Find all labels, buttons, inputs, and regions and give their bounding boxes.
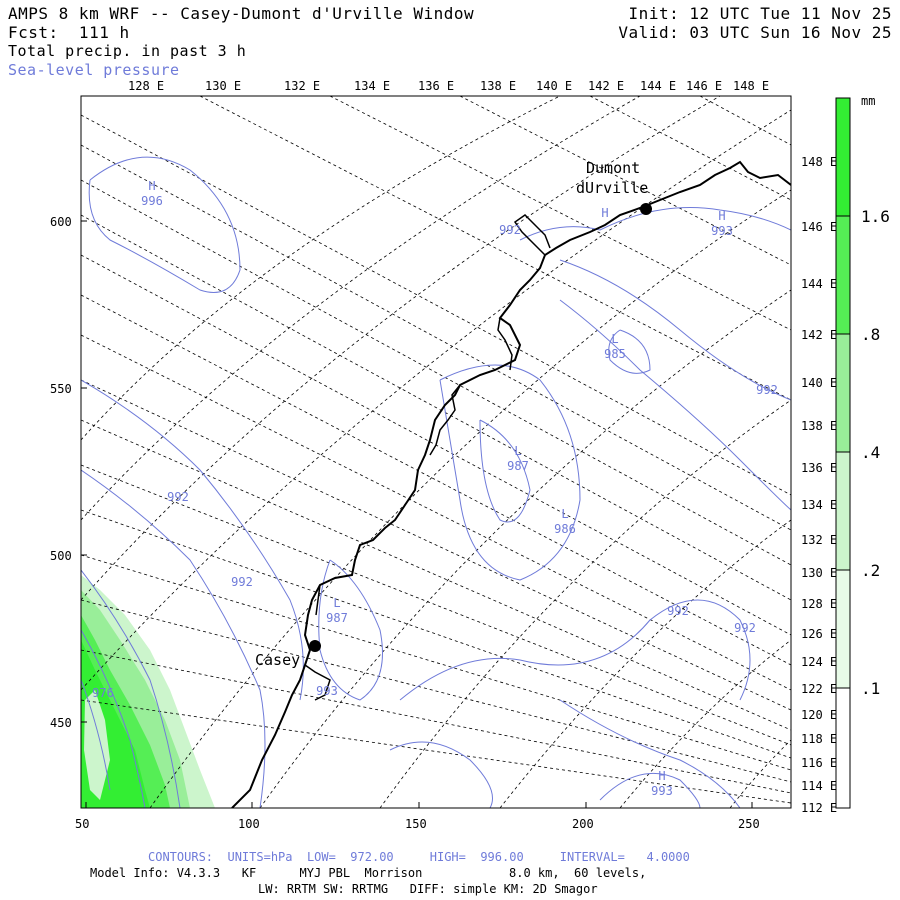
precip-shading: [81, 575, 215, 808]
pressure-center-value: 986: [554, 522, 576, 536]
pressure-center-type: H: [718, 209, 725, 223]
pressure-center-type: H: [148, 179, 155, 193]
dumont-label-line1: Dumont: [586, 159, 640, 177]
x-tick-label: 50: [75, 817, 89, 831]
right-lon-label: 144 E: [801, 277, 837, 291]
axis-ticks: [81, 220, 753, 808]
right-lon-label: 134 E: [801, 498, 837, 512]
pressure-center-type: L: [514, 444, 521, 458]
pressure-center-value: 993: [651, 784, 673, 798]
contour-label: 992: [167, 490, 189, 504]
colorbar-unit: mm: [861, 94, 875, 108]
pressure-center-type: L: [333, 596, 340, 610]
pressure-center-type: L: [611, 332, 618, 346]
top-lon-label: 144 E: [640, 79, 676, 93]
right-lon-label: 126 E: [801, 627, 837, 641]
right-lon-label: 118 E: [801, 732, 837, 746]
top-lon-label: 140 E: [536, 79, 572, 93]
pressure-center-value: 987: [507, 459, 529, 473]
pressure-center-value: 993: [711, 224, 733, 238]
forecast-hour: Fcst: 111 h: [8, 23, 130, 42]
pressure-center-value: 985: [604, 347, 626, 361]
colorbar-label: .1: [861, 679, 880, 698]
plot-frame: [80, 95, 792, 809]
colorbar-label: .8: [861, 325, 880, 344]
physics-info: LW: RRTM SW: RRTMG DIFF: simple KM: 2D S…: [258, 882, 598, 896]
station-labels: Dumont dUrville Casey: [255, 159, 648, 669]
right-lon-label: 124 E: [801, 655, 837, 669]
casey-marker[interactable]: [309, 640, 321, 652]
colorbar-label: 1.6: [861, 207, 890, 226]
right-lon-label: 122 E: [801, 682, 837, 696]
colorbar-label: .4: [861, 443, 880, 462]
y-tick-label: 450: [50, 716, 72, 730]
latlon-grid: [81, 96, 791, 808]
x-tick-label: 200: [572, 817, 594, 831]
dumont-label-line2: dUrville: [576, 179, 648, 197]
right-lon-label: 140 E: [801, 376, 837, 390]
contour-label: 993: [316, 684, 338, 698]
contour-label: 992: [667, 604, 689, 618]
y-axis-labels: 600 550 500 450: [50, 215, 72, 730]
contour-label: 992: [734, 621, 756, 635]
right-lon-label: 146 E: [801, 220, 837, 234]
right-lon-label: 142 E: [801, 328, 837, 342]
pressure-center-type: L: [561, 507, 568, 521]
top-lon-label: 146 E: [686, 79, 722, 93]
right-lon-label: 138 E: [801, 419, 837, 433]
init-time: Init: 12 UTC Tue 11 Nov 25: [628, 4, 892, 23]
right-lon-label: 130 E: [801, 566, 837, 580]
dumont-durville-marker[interactable]: [640, 203, 652, 215]
pressure-center-value: 996: [141, 194, 163, 208]
top-lon-label: 132 E: [284, 79, 320, 93]
right-lon-label: 136 E: [801, 461, 837, 475]
top-lon-label: 130 E: [205, 79, 241, 93]
top-lon-label: 148 E: [733, 79, 769, 93]
pressure-center-type: H: [601, 206, 608, 220]
top-lon-labels: 128 E 130 E 132 E 134 E 136 E 138 E 140 …: [128, 79, 769, 93]
model-info: Model Info: V4.3.3 KF MYJ PBL Morrison 8…: [90, 866, 647, 880]
right-lon-label: 148 E: [801, 155, 837, 169]
colorbar-labels: mm 1.6 .8 .4 .2 .1: [861, 94, 890, 698]
overlay-name: Sea-level pressure: [8, 61, 180, 79]
right-lon-label: 112 E: [801, 801, 837, 815]
pressure-contours: [81, 156, 791, 808]
right-lon-labels: 148 E 146 E 144 E 142 E 140 E 138 E 136 …: [801, 155, 837, 815]
top-lon-label: 138 E: [480, 79, 516, 93]
top-lon-label: 128 E: [128, 79, 164, 93]
top-lon-label: 136 E: [418, 79, 454, 93]
right-lon-label: 116 E: [801, 756, 837, 770]
pressure-center-value: 987: [326, 611, 348, 625]
contour-label: 992: [756, 383, 778, 397]
x-axis-labels: 50 100 150 200 250: [75, 817, 760, 831]
right-lon-label: 114 E: [801, 779, 837, 793]
casey-label: Casey: [255, 651, 300, 669]
y-tick-label: 600: [50, 215, 72, 229]
x-tick-label: 100: [238, 817, 260, 831]
y-tick-label: 500: [50, 549, 72, 563]
contour-info: CONTOURS: UNITS=hPa LOW= 972.00 HIGH= 99…: [148, 850, 690, 864]
right-lon-label: 132 E: [801, 533, 837, 547]
pressure-labels: H 996 H H 993 L 985 L 987 L 986 L 987 H …: [92, 179, 778, 798]
ice-shelf-edge: [304, 214, 551, 701]
contour-label: 976: [92, 686, 114, 700]
pressure-center-type: H: [658, 769, 665, 783]
colorbar: [835, 97, 851, 809]
valid-time: Valid: 03 UTC Sun 16 Nov 25: [618, 23, 892, 42]
right-lon-label: 128 E: [801, 597, 837, 611]
contour-label: 992: [231, 575, 253, 589]
field-name: Total precip. in past 3 h: [8, 42, 247, 60]
x-tick-label: 250: [738, 817, 760, 831]
colorbar-label: .2: [861, 561, 880, 580]
right-lon-label: 120 E: [801, 708, 837, 722]
x-tick-label: 150: [405, 817, 427, 831]
map-title: AMPS 8 km WRF -- Casey-Dumont d'Urville …: [8, 4, 475, 23]
top-lon-label: 142 E: [588, 79, 624, 93]
top-lon-label: 134 E: [354, 79, 390, 93]
contour-label: 992: [499, 223, 521, 237]
y-tick-label: 550: [50, 382, 72, 396]
